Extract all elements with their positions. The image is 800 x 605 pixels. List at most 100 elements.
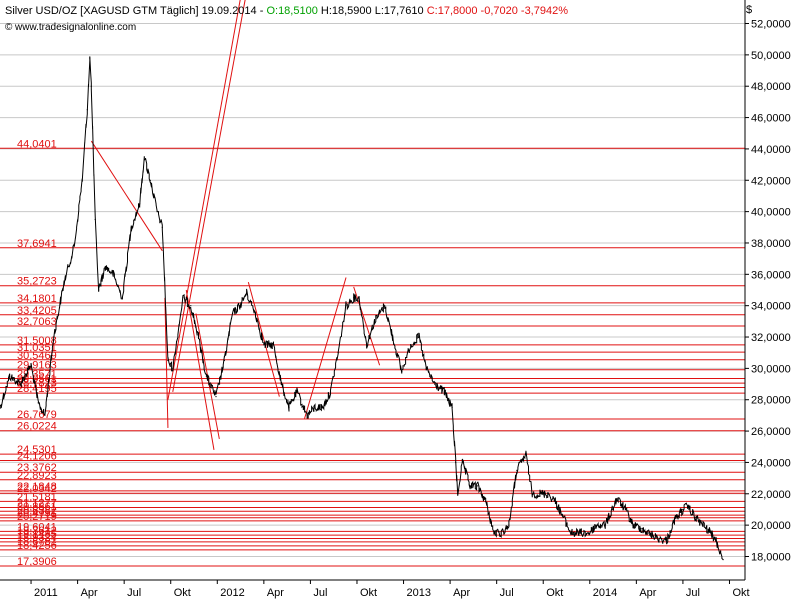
x-tick-label: Okt — [546, 587, 563, 599]
level-label: 18,6781 — [17, 536, 57, 548]
x-axis: 2011 Apr Jul Okt 2012 Apr Jul Okt 2013 Apr Jul Okt 2… — [30, 580, 750, 599]
price-point — [401, 370, 403, 373]
price-point — [130, 226, 132, 228]
price-point — [373, 320, 376, 322]
price-point — [280, 383, 282, 385]
level-label: 32,7063 — [17, 316, 57, 328]
price-point — [666, 540, 668, 542]
level-label: 20,4751 — [17, 508, 57, 520]
price-point — [353, 297, 355, 299]
y-tick-label: 38,0000 — [751, 238, 791, 250]
price-point — [547, 493, 549, 495]
y-tick-label: 30,0000 — [751, 363, 791, 375]
y-tick-label: 20,0000 — [751, 520, 791, 532]
level-label: 34,1801 — [17, 293, 57, 305]
instrument-label: Silver USD/OZ [XAGUSD GTM Täglich] 19.09… — [5, 5, 264, 17]
price-point — [554, 501, 557, 503]
x-tick-label: Apr — [267, 587, 284, 599]
level-label: 33,4205 — [17, 305, 57, 317]
y-tick-label: 50,0000 — [751, 50, 791, 62]
price-point — [457, 493, 459, 495]
level-label: 19,3612 — [17, 525, 57, 537]
price-point — [345, 305, 347, 307]
level-label: 22,8923 — [17, 470, 57, 482]
price-point — [98, 289, 100, 291]
level-label: 44,0401 — [17, 138, 57, 150]
level-label: 22,0342 — [17, 483, 57, 495]
level-label: 26,7679 — [17, 409, 57, 421]
price-point — [149, 179, 151, 181]
source-url: www.tradesignalonline.com — [14, 22, 136, 33]
level-label: 20,6382 — [17, 505, 57, 517]
y-tick-label: 52,0000 — [751, 19, 791, 31]
price-point — [263, 344, 265, 346]
price-point — [90, 85, 92, 87]
trend-line — [172, 0, 246, 392]
price-point — [73, 245, 75, 247]
low-value: L:17,7610 — [375, 5, 424, 17]
price-point — [710, 532, 712, 534]
price-point — [648, 532, 650, 534]
price-point — [702, 524, 704, 526]
x-tick-label: Okt — [732, 587, 749, 599]
price-point — [531, 493, 533, 495]
x-tick-label: Jul — [313, 587, 327, 599]
price-point — [89, 57, 91, 59]
price-point — [632, 524, 634, 526]
price-point — [578, 532, 580, 534]
price-point — [624, 508, 627, 511]
price-point — [443, 391, 445, 393]
price-point — [197, 336, 200, 338]
high-value: H:18,5900 — [321, 5, 372, 17]
open-value: O:18,5100 — [266, 5, 317, 17]
y-tick-label: 36,0000 — [751, 269, 791, 281]
price-point — [161, 226, 163, 228]
y-tick-label: 42,0000 — [751, 175, 791, 187]
x-tick-label: Okt — [360, 587, 377, 599]
level-label: 24,1206 — [17, 451, 57, 463]
price-point — [508, 524, 510, 526]
y-tick-label: 28,0000 — [751, 395, 791, 407]
level-label: 18,4256 — [17, 540, 57, 552]
price-point — [81, 179, 83, 181]
level-label: 30,5469 — [17, 350, 57, 362]
trend-line — [164, 297, 169, 428]
y-tick-label: 46,0000 — [751, 113, 791, 125]
price-point — [254, 312, 257, 315]
price-point — [63, 281, 65, 283]
price-point — [205, 375, 207, 377]
price-point — [640, 527, 642, 529]
x-tick-label: Apr — [81, 587, 98, 599]
price-point — [314, 407, 316, 409]
level-label: 29,0561 — [17, 373, 57, 385]
price-point — [392, 336, 394, 338]
price-point — [232, 312, 234, 315]
level-label: 17,3906 — [17, 556, 57, 568]
price-point — [288, 407, 290, 409]
chart-title: Silver USD/OZ [XAGUSD GTM Täglich] 19.09… — [5, 5, 568, 17]
price-point — [329, 391, 332, 393]
x-tick-label: 2011 — [34, 587, 58, 599]
y-tick-label: 22,0000 — [751, 489, 791, 501]
close-value: C:17,8000 -0,7020 -3,7942% — [427, 5, 568, 17]
price-point — [469, 485, 471, 487]
price-point — [306, 414, 308, 416]
level-label: 20,8861 — [17, 501, 57, 513]
trend-line — [167, 0, 241, 400]
level-label: 19,6041 — [17, 521, 57, 533]
price-point — [358, 297, 360, 299]
y-tick-label: 40,0000 — [751, 207, 791, 219]
price-point — [86, 109, 88, 111]
price-point — [673, 519, 676, 522]
price-point — [562, 516, 564, 518]
level-label: 21,5181 — [17, 491, 57, 503]
x-tick-label: Jul — [500, 587, 514, 599]
y-tick-label: 44,0000 — [751, 144, 791, 156]
price-point — [246, 292, 248, 294]
price-point — [53, 336, 55, 338]
price-point — [121, 297, 123, 299]
price-point — [172, 367, 174, 369]
price-series-line — [0, 56, 724, 560]
price-point — [655, 537, 658, 539]
